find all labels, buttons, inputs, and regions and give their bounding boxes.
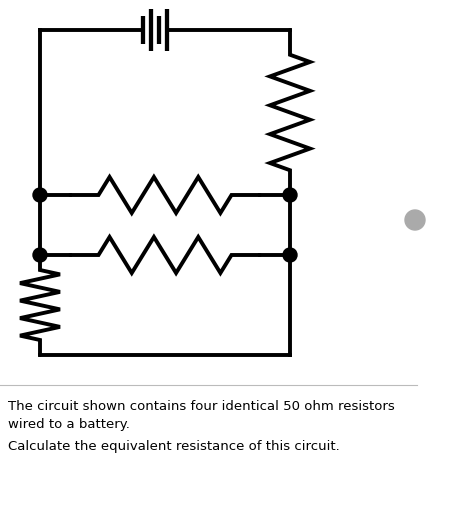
Circle shape	[283, 248, 297, 262]
Text: Calculate the equivalent resistance of this circuit.: Calculate the equivalent resistance of t…	[8, 440, 340, 453]
Circle shape	[33, 248, 47, 262]
Text: The circuit shown contains four identical 50 ohm resistors: The circuit shown contains four identica…	[8, 400, 395, 413]
Circle shape	[33, 188, 47, 202]
Circle shape	[405, 210, 425, 230]
Circle shape	[283, 188, 297, 202]
Text: wired to a battery.: wired to a battery.	[8, 418, 130, 431]
